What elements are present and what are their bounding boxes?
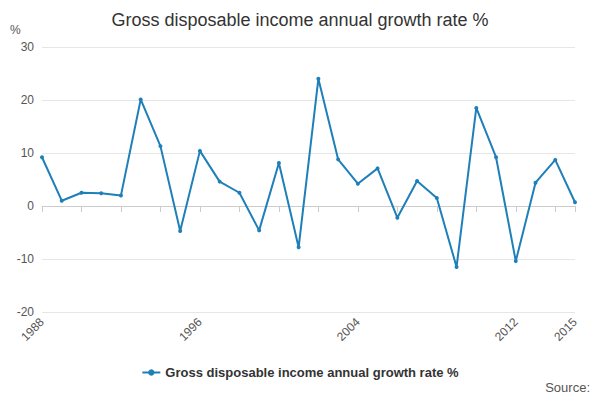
- svg-text:2004: 2004: [334, 315, 363, 344]
- svg-text:-20: -20: [17, 305, 35, 319]
- svg-text:0: 0: [27, 199, 34, 213]
- svg-text:Gross disposable income annual: Gross disposable income annual growth ra…: [111, 10, 488, 30]
- svg-text:-10: -10: [17, 252, 35, 266]
- svg-text:Gross disposable income annual: Gross disposable income annual growth ra…: [165, 365, 459, 380]
- svg-text:20: 20: [21, 93, 35, 107]
- svg-text:Source:: Source:: [545, 380, 590, 395]
- svg-text:30: 30: [21, 40, 35, 54]
- svg-text:2015: 2015: [551, 315, 580, 344]
- svg-text:10: 10: [21, 146, 35, 160]
- svg-text:%: %: [10, 23, 21, 37]
- svg-text:2012: 2012: [492, 315, 521, 344]
- svg-text:1996: 1996: [176, 315, 205, 344]
- svg-text:1988: 1988: [18, 315, 47, 344]
